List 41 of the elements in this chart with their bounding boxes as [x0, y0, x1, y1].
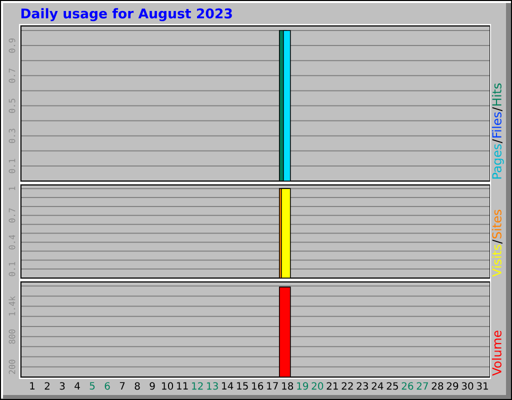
x-tick-label: 13 — [207, 382, 218, 390]
legend-label: Files — [492, 112, 502, 138]
text: Hits — [492, 83, 502, 106]
x-tick-label: 12 — [192, 382, 203, 390]
x-tick-label: 10 — [162, 382, 174, 390]
text: Visits — [492, 244, 502, 277]
x-tick-label: 9 — [150, 382, 155, 390]
x-tick-label: 29 — [446, 382, 458, 390]
x-tick-label: 22 — [342, 382, 353, 390]
text: Pages — [492, 144, 504, 179]
x-tick-label: 1 — [30, 382, 35, 390]
x-tick-label: 15 — [237, 382, 248, 390]
text: Volume — [492, 330, 502, 376]
x-tick-label: 28 — [432, 382, 444, 390]
x-tick-label: 11 — [177, 382, 188, 390]
x-tick-label: 5 — [90, 382, 95, 390]
x-tick-label: 23 — [356, 382, 368, 390]
x-tick-label: 19 — [297, 382, 308, 390]
x-tick-label: 18 — [282, 382, 294, 390]
text: / — [492, 107, 502, 112]
text: / — [492, 139, 502, 144]
x-tick-label: 24 — [372, 382, 384, 390]
x-tick-label: 26 — [402, 382, 414, 390]
x-tick-label: 3 — [60, 382, 65, 390]
x-tick-label: 17 — [267, 382, 278, 390]
x-tick-label: 25 — [386, 382, 398, 390]
chart-title: Daily usage for August 2023 — [21, 8, 232, 22]
x-tick-label: 4 — [74, 382, 80, 390]
x-tick-label: 8 — [134, 382, 140, 390]
x-tick-label: 21 — [326, 382, 338, 390]
x-tick-label: 31 — [476, 382, 488, 390]
x-tick-label: 27 — [416, 382, 428, 390]
x-tick-label: 14 — [222, 382, 234, 390]
x-tick-label: 2 — [44, 382, 50, 390]
x-tick-label: 6 — [104, 382, 110, 390]
x-tick-label: 20 — [312, 382, 324, 390]
text: Sites — [492, 210, 502, 238]
x-tick-label: 7 — [120, 382, 125, 390]
text: / — [492, 240, 502, 244]
x-tick-label: 16 — [252, 382, 264, 390]
x-tick-label: 30 — [462, 382, 474, 390]
